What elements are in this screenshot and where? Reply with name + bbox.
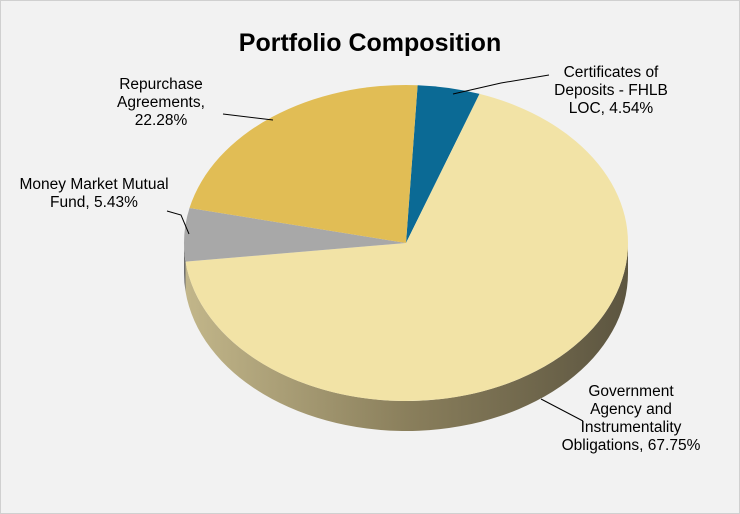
value-label: 67.75% xyxy=(647,437,701,454)
slice xyxy=(184,208,406,262)
leader-line xyxy=(540,398,584,422)
slice xyxy=(189,85,418,244)
slice-label: Government Agency and Instrumentality Ob… xyxy=(561,383,701,455)
slice-side xyxy=(184,243,186,292)
leader-line xyxy=(222,113,274,121)
category-name: Money Market Mutual Fund, xyxy=(19,176,169,211)
category-name: Certificates of Deposits - FHLB LOC, xyxy=(554,64,668,117)
leader-line xyxy=(166,210,190,235)
category-name: Repurchase Agreements, xyxy=(117,76,205,111)
leader-line xyxy=(452,74,550,95)
value-label: 4.54% xyxy=(609,100,654,117)
slice xyxy=(406,85,480,244)
slice-label: Money Market Mutual Fund, 5.43% xyxy=(19,176,169,212)
slice-label: Certificates of Deposits - FHLB LOC, 4.5… xyxy=(541,64,681,118)
slice xyxy=(185,93,628,402)
value-label: 5.43% xyxy=(94,194,138,211)
category-name: Government Agency and Instrumentality Ob… xyxy=(561,383,682,454)
chart-title: Portfolio Composition xyxy=(238,29,502,57)
value-label: 22.28% xyxy=(134,112,188,129)
slice-label: Repurchase Agreements, 22.28% xyxy=(96,76,226,130)
slice-side xyxy=(185,243,628,431)
